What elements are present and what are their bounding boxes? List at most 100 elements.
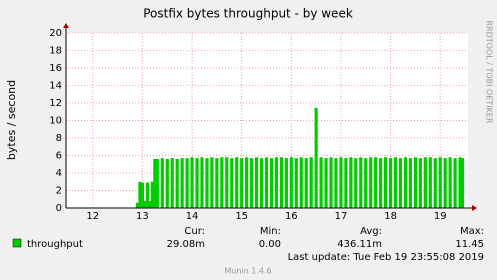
bar xyxy=(250,158,254,208)
bar xyxy=(274,157,279,208)
stat-value: 436.11m xyxy=(337,239,382,250)
bar xyxy=(309,157,313,208)
bar xyxy=(269,158,274,208)
x-tick-label: 17 xyxy=(335,211,348,222)
bar xyxy=(369,157,373,208)
bar xyxy=(145,182,149,208)
stat-header: Min: xyxy=(260,226,281,237)
stat-header: Max: xyxy=(460,226,484,237)
bar xyxy=(140,182,145,208)
y-tick-label: 2 xyxy=(56,186,62,197)
bar xyxy=(289,157,293,208)
y-tick-label: 10 xyxy=(49,116,62,127)
y-tick-label: 0 xyxy=(56,203,62,214)
bar xyxy=(138,181,142,208)
bar xyxy=(384,157,388,208)
y-tick-label: 4 xyxy=(56,168,62,179)
bar xyxy=(190,157,194,208)
bar xyxy=(453,158,457,208)
bar xyxy=(334,158,338,208)
bar xyxy=(359,157,363,208)
bar xyxy=(423,157,427,208)
bar xyxy=(398,158,403,208)
x-tick-label: 12 xyxy=(86,211,99,222)
bar xyxy=(374,157,378,208)
bar xyxy=(185,158,189,208)
y-tick-label: 12 xyxy=(49,98,62,109)
bar xyxy=(460,158,465,208)
bar xyxy=(438,157,442,208)
bar xyxy=(408,158,413,208)
bar xyxy=(240,158,244,208)
bar xyxy=(354,158,358,208)
bar xyxy=(388,158,393,208)
bar xyxy=(443,158,447,208)
chart-title: Postfix bytes throughput - by week xyxy=(143,7,353,21)
bar xyxy=(458,157,462,208)
bar xyxy=(279,157,283,208)
bar xyxy=(349,157,353,208)
stat-value: 0.00 xyxy=(259,239,281,250)
bar xyxy=(428,157,432,208)
bar xyxy=(319,157,323,208)
x-arrow xyxy=(472,205,477,211)
last-update: Last update: Tue Feb 19 23:55:08 2019 xyxy=(288,252,484,263)
bar xyxy=(314,107,318,208)
bar xyxy=(433,158,437,208)
bar xyxy=(403,157,408,208)
x-tick-label: 14 xyxy=(186,211,199,222)
bar xyxy=(150,181,154,208)
y-axis-label: bytes / second xyxy=(5,80,18,160)
stat-value: 29.08m xyxy=(167,239,205,250)
bar xyxy=(448,157,452,208)
bar xyxy=(379,158,383,208)
bar xyxy=(175,159,179,208)
bar xyxy=(230,158,234,208)
bar xyxy=(155,159,159,208)
x-tick-label: 16 xyxy=(285,211,298,222)
grid-layer xyxy=(66,32,468,209)
bar xyxy=(393,157,398,208)
bar xyxy=(299,157,303,208)
axes-layer xyxy=(63,23,477,211)
y-tick-label: 8 xyxy=(56,133,62,144)
bar xyxy=(200,157,204,208)
bar xyxy=(143,201,147,208)
bar xyxy=(210,157,214,208)
bar xyxy=(235,157,239,208)
bar xyxy=(254,157,259,208)
bar xyxy=(215,158,219,208)
y-tick-label: 6 xyxy=(56,151,62,162)
bar xyxy=(364,158,368,208)
y-arrow xyxy=(63,23,69,28)
legend-label: throughput xyxy=(27,239,83,250)
bar xyxy=(339,157,343,208)
bar xyxy=(329,157,333,208)
bar xyxy=(220,157,224,208)
bar xyxy=(418,158,422,208)
bar xyxy=(284,158,288,208)
x-tick-label: 13 xyxy=(136,211,149,222)
bar xyxy=(344,158,348,208)
bar xyxy=(195,158,199,208)
y-tick-label: 14 xyxy=(49,81,62,92)
bar xyxy=(165,159,169,208)
bar xyxy=(413,157,417,208)
bar xyxy=(180,158,184,208)
side-label: RRDTOOL / TOBI OETIKER xyxy=(485,20,494,123)
bar xyxy=(304,158,308,208)
legend-swatch xyxy=(12,238,22,248)
bar xyxy=(148,201,152,208)
bar xyxy=(259,158,264,208)
bar xyxy=(153,159,157,208)
stat-header: Cur: xyxy=(184,226,205,237)
x-tick-label: 15 xyxy=(235,211,248,222)
bar xyxy=(135,202,140,208)
bar xyxy=(245,157,249,208)
footer: Munin 1.4.6 xyxy=(224,267,271,276)
bar xyxy=(264,157,269,208)
stat-value: 11.45 xyxy=(455,239,484,250)
bar xyxy=(170,158,174,208)
